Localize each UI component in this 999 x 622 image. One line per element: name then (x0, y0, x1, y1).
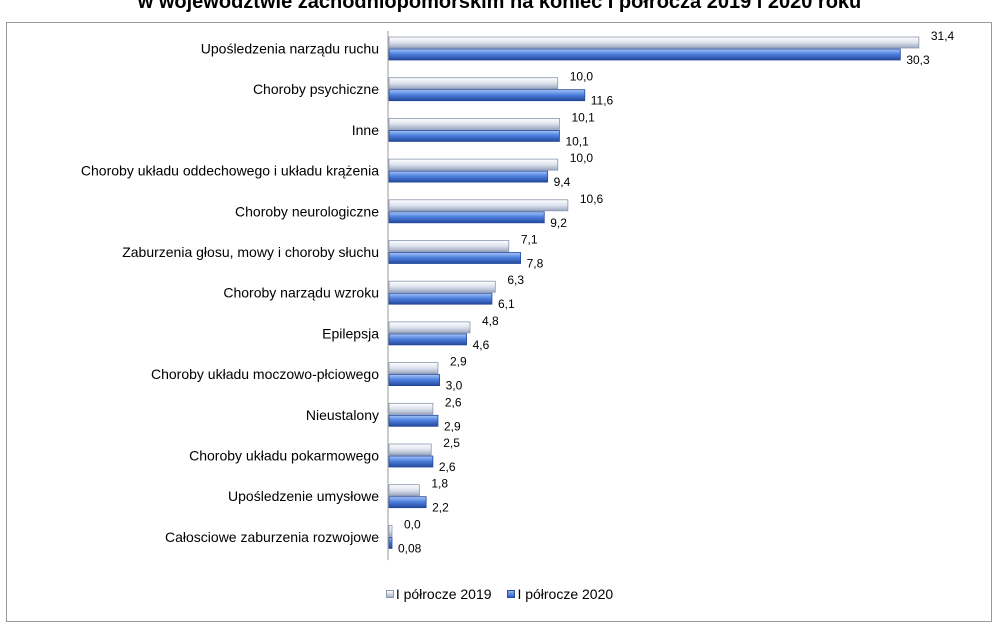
bar-2019 (388, 525, 393, 537)
bar-2019 (388, 280, 496, 293)
bar-2020 (388, 211, 545, 224)
data-label: 2,5 (443, 436, 460, 450)
category-label: Epilepsja (322, 325, 379, 341)
chart-legend: I półrocze 2019 I półrocze 2020 (0, 586, 999, 602)
bar-2019 (388, 321, 471, 334)
bar-2020 (388, 292, 493, 305)
data-label: 2,2 (432, 501, 449, 515)
data-label: 6,3 (507, 273, 524, 287)
category-label: Nieustalony (306, 407, 379, 423)
legend-swatch-2020 (507, 590, 516, 598)
category-label: Inne (352, 122, 379, 138)
category-label: Choroby narządu wzroku (223, 285, 379, 301)
bar-2019 (388, 77, 559, 90)
data-label: 30,3 (906, 53, 930, 67)
legend-item-2019: I półrocze 2019 (385, 586, 492, 602)
data-label: 10,6 (580, 192, 604, 206)
data-label: 10,1 (565, 134, 589, 148)
bar-2019 (388, 36, 920, 49)
category-label: Całosciowe zaburzenia rozwojowe (165, 529, 379, 545)
data-label: 2,6 (439, 460, 456, 474)
data-label: 3,0 (446, 379, 463, 393)
bar-2020 (388, 333, 468, 346)
data-label: 10,1 (571, 110, 595, 124)
category-label: Choroby neurologiczne (235, 203, 379, 219)
data-label: 2,6 (445, 395, 462, 409)
bar-2020 (388, 455, 434, 468)
bar-2019 (388, 118, 560, 130)
legend-label-2020: I półrocze 2020 (517, 586, 614, 602)
category-label: Zaburzenia głosu, mowy i choroby słuchu (122, 244, 379, 260)
data-label: 4,8 (482, 314, 499, 328)
category-label: Upośledzenie umysłowe (228, 488, 379, 504)
bar-2020 (388, 414, 439, 427)
bar-2020 (388, 252, 522, 264)
data-label: 1,8 (431, 477, 448, 491)
bar-2020 (388, 48, 901, 61)
bar-2020 (388, 89, 586, 102)
bar-2020 (388, 374, 441, 387)
chart-title: w województwie zachodniopomorskim na kon… (137, 0, 862, 13)
data-label: 31,4 (931, 29, 955, 43)
bar-2019 (388, 199, 569, 212)
data-label: 10,0 (570, 151, 594, 165)
data-label: 11,6 (591, 94, 614, 108)
legend-swatch-2019 (385, 590, 394, 598)
category-label: Choroby psychiczne (253, 81, 379, 97)
bar-2019 (388, 484, 420, 497)
category-label: Choroby układu moczowo-płciowego (151, 366, 379, 382)
data-label: 0,08 (398, 541, 422, 555)
bar-2019 (388, 443, 432, 456)
category-label: Upośledzenia narządu ruchu (201, 41, 379, 57)
bar-2019 (388, 402, 434, 415)
data-label: 7,8 (527, 257, 544, 271)
data-label: 2,9 (444, 419, 461, 433)
data-label: 6,1 (498, 297, 515, 311)
bar-2019 (388, 158, 559, 171)
bar-2019 (388, 362, 439, 375)
legend-label-2019: I półrocze 2019 (395, 586, 492, 602)
data-label: 7,1 (521, 233, 538, 247)
bar-2020 (388, 170, 549, 183)
bar-2020 (388, 496, 427, 509)
category-label: Choroby układu pokarmowego (189, 448, 379, 464)
bar-2020 (388, 129, 560, 142)
data-label: 9,4 (554, 175, 571, 189)
data-label: 4,6 (473, 338, 490, 352)
data-label: 0,0 (404, 517, 421, 531)
bar-2019 (388, 240, 510, 252)
legend-item-2020: I półrocze 2020 (507, 586, 613, 602)
category-label: Choroby układu oddechowego i układu krąż… (81, 163, 379, 179)
data-label: 2,9 (450, 355, 467, 369)
data-label: 10,0 (570, 70, 594, 84)
data-label: 9,2 (550, 216, 567, 230)
bar-2020 (388, 537, 393, 549)
